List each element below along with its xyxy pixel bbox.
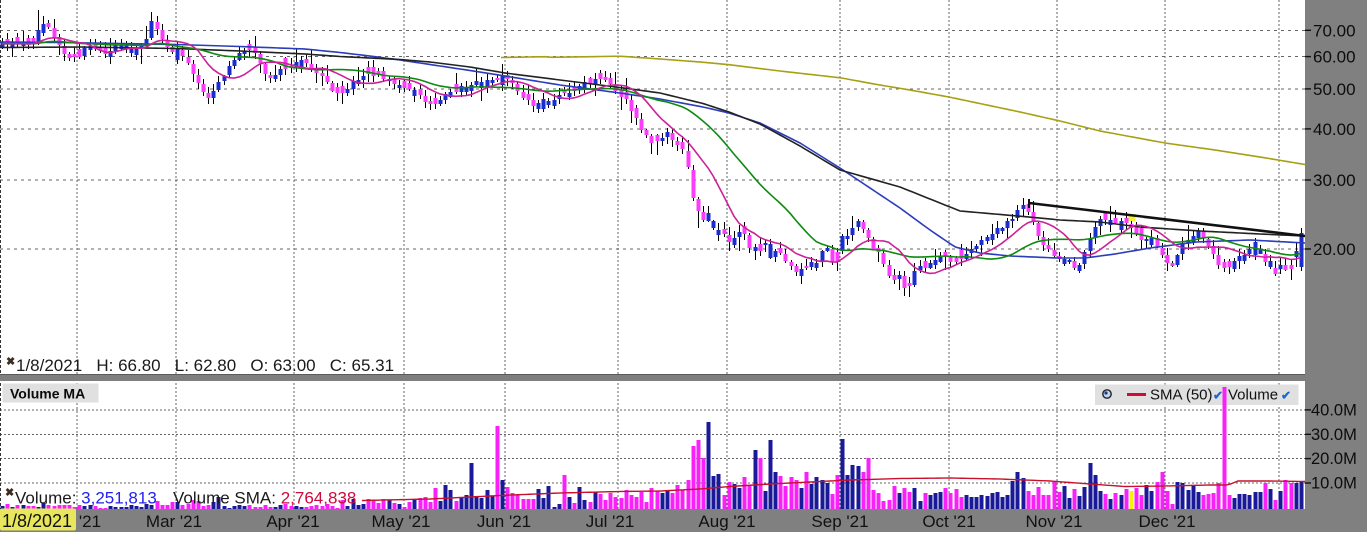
svg-text:Apr '21: Apr '21	[266, 512, 319, 531]
svg-text:SMA (50): SMA (50)	[1150, 387, 1213, 404]
svg-text:Nov '21: Nov '21	[1025, 512, 1082, 531]
svg-text:1/8/2021: 1/8/2021	[2, 511, 72, 531]
svg-text:20.00: 20.00	[1313, 240, 1356, 259]
svg-text:May '21: May '21	[372, 512, 431, 531]
svg-text:70.00: 70.00	[1313, 21, 1356, 40]
svg-text:60.00: 60.00	[1313, 48, 1356, 67]
svg-text:30.0M: 30.0M	[1311, 426, 1357, 444]
svg-text:Aug '21: Aug '21	[698, 512, 755, 531]
svg-text:20.0M: 20.0M	[1311, 450, 1357, 468]
svg-text:Jul '21: Jul '21	[586, 512, 635, 531]
svg-text:'21: '21	[79, 512, 101, 531]
svg-text:Oct '21: Oct '21	[922, 512, 975, 531]
svg-text:✔: ✔	[1213, 389, 1223, 403]
svg-text:40.00: 40.00	[1313, 120, 1356, 139]
svg-text:Volume: 3,251,813: Volume: 3,251,813	[15, 489, 157, 508]
svg-text:✖: ✖	[5, 487, 14, 499]
svg-text:30.00: 30.00	[1313, 171, 1356, 190]
svg-text:Jun '21: Jun '21	[477, 512, 531, 531]
svg-text:Sep '21: Sep '21	[811, 512, 868, 531]
svg-text:40.0M: 40.0M	[1311, 401, 1357, 419]
svg-text:Dec '21: Dec '21	[1138, 512, 1195, 531]
svg-text:Volume SMA: 2,764,838: Volume SMA: 2,764,838	[173, 489, 356, 508]
svg-text:✖: ✖	[6, 356, 15, 368]
svg-text:10.0M: 10.0M	[1311, 475, 1357, 493]
svg-text:✔: ✔	[1281, 389, 1291, 403]
svg-text:Mar '21: Mar '21	[146, 512, 202, 531]
svg-text:50.00: 50.00	[1313, 80, 1356, 99]
svg-text:Volume MA: Volume MA	[10, 386, 85, 402]
svg-text:1/8/2021 H: 66.80 L: 62.80: 1/8/2021 H: 66.80 L: 62.80 O: 63.00 C: 6…	[16, 356, 394, 375]
svg-text:Volume: Volume	[1228, 387, 1278, 404]
